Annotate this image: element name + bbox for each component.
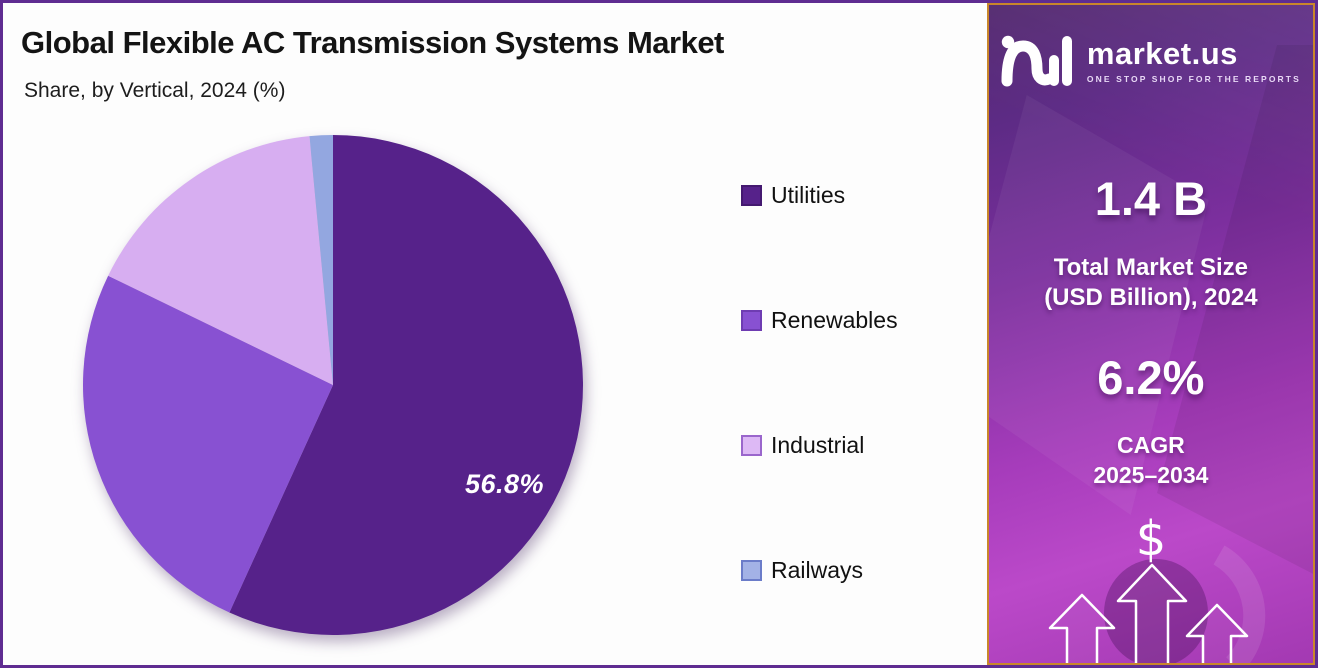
growth-arrows-decoration: $ — [1048, 511, 1265, 663]
pie-slice-industrial — [108, 136, 334, 385]
legend-item-utilities: Utilities — [741, 182, 898, 209]
legend-item-industrial: Industrial — [741, 432, 898, 459]
chart-title: Global Flexible AC Transmission Systems … — [21, 25, 724, 60]
legend-swatch-renewables — [741, 310, 762, 331]
pie-chart — [82, 135, 583, 635]
legend-swatch-railways — [741, 560, 762, 581]
up-arrow-icon — [1116, 563, 1187, 663]
cagr-caption-line2: 2025–2034 — [1093, 462, 1209, 488]
chart-subtitle: Share, by Vertical, 2024 (%) — [24, 79, 286, 102]
cagr-value: 6.2% — [1097, 351, 1205, 404]
up-arrow-icon — [1185, 603, 1248, 663]
legend-label-utilities: Utilities — [771, 182, 846, 208]
legend-item-railways: Railways — [741, 557, 898, 584]
logo-text-block: market.us ONE STOP SHOP FOR THE REPORTS — [1087, 36, 1301, 84]
dollar-icon: $ — [1135, 511, 1166, 567]
legend-swatch-utilities — [741, 185, 762, 206]
pie-slice-railways — [309, 135, 333, 385]
chart-legend: Utilities Renewables Industrial Railways — [741, 182, 898, 584]
legend-label-industrial: Industrial — [771, 432, 865, 458]
total-market-size-value: 1.4 B — [1094, 172, 1208, 225]
pie-slice-value-label: 56.8% — [465, 469, 545, 499]
legend-item-renewables: Renewables — [741, 307, 898, 334]
chart-area: Global Flexible AC Transmission Systems … — [3, 3, 987, 665]
pie-slice-utilities — [229, 135, 583, 635]
total-market-size-caption: Total Market Size (USD Billion), 2024 — [989, 253, 1313, 313]
legend-swatch-industrial — [741, 435, 762, 456]
marketus-logo: market.us ONE STOP SHOP FOR THE REPORTS — [989, 29, 1313, 91]
legend-label-railways: Railways — [771, 557, 864, 583]
cagr-caption-line1: CAGR — [1117, 432, 1185, 458]
cagr-caption: CAGR 2025–2034 — [989, 430, 1313, 490]
pie-slice-renewables — [82, 275, 333, 613]
logo-tagline: ONE STOP SHOP FOR THE REPORTS — [1086, 74, 1301, 84]
marketus-logo-icon — [1001, 35, 1072, 87]
total-market-size-caption-line2: (USD Billion), 2024 — [1044, 284, 1258, 311]
up-arrow-icon — [1048, 593, 1115, 663]
legend-label-renewables: Renewables — [771, 307, 898, 333]
brand-sidebar: market.us ONE STOP SHOP FOR THE REPORTS … — [986, 3, 1315, 665]
logo-name: market.us — [1086, 36, 1238, 71]
total-market-size-caption-line1: Total Market Size — [1053, 254, 1249, 281]
